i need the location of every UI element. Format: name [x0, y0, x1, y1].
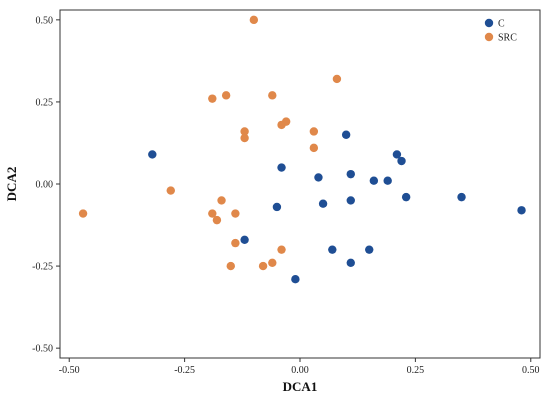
y-axis-title: DCA2	[4, 167, 19, 202]
point-c-18	[517, 206, 526, 215]
point-src-18	[277, 245, 286, 254]
x-tick-label: 0.50	[522, 365, 540, 376]
point-src-19	[226, 261, 235, 271]
legend-label-c: C	[498, 19, 505, 30]
y-tick-label: -0.25	[32, 262, 53, 273]
point-c-17	[457, 192, 466, 202]
point-src-6	[240, 133, 249, 143]
point-c-2	[277, 163, 286, 172]
point-src-8	[281, 117, 291, 126]
point-src-20	[258, 261, 268, 271]
y-tick-label: -0.50	[32, 344, 53, 355]
point-src-14	[208, 209, 217, 218]
point-c-9	[328, 245, 337, 254]
point-src-11	[166, 186, 175, 195]
point-c-15	[397, 156, 406, 166]
data-points	[78, 15, 526, 284]
point-src-21	[268, 258, 277, 267]
point-src-15	[212, 215, 222, 225]
point-c-1	[240, 235, 249, 245]
x-tick-label: 0.00	[291, 365, 309, 376]
point-src-12	[78, 209, 88, 218]
point-c-8	[318, 199, 328, 208]
point-c-13	[383, 176, 392, 185]
x-axis-title: DCA1	[283, 379, 318, 394]
x-tick-label: -0.25	[174, 365, 195, 376]
point-src-10	[309, 143, 319, 153]
point-src-13	[217, 196, 226, 205]
point-c-0	[148, 150, 157, 159]
point-c-16	[401, 192, 411, 202]
point-src-2	[208, 94, 217, 103]
point-src-17	[231, 238, 240, 248]
point-src-16	[231, 209, 240, 218]
point-src-9	[309, 127, 319, 136]
x-tick-label: -0.50	[59, 365, 80, 376]
point-src-1	[332, 74, 342, 84]
point-c-3	[272, 202, 282, 212]
legend-marker-c	[484, 18, 494, 28]
point-c-5	[341, 130, 351, 139]
legend: C SRC	[484, 18, 517, 44]
legend-label-src: SRC	[498, 33, 517, 44]
point-c-7	[346, 196, 355, 205]
x-tick-label: 0.25	[407, 365, 425, 376]
x-axis-ticks: -0.50 -0.25 0.00 0.25 0.50	[59, 358, 540, 376]
point-src-4	[268, 91, 277, 100]
y-tick-label: 0.25	[36, 97, 54, 108]
y-tick-label: 0.00	[36, 180, 54, 191]
point-c-10	[346, 258, 355, 267]
point-c-4	[314, 173, 323, 182]
point-src-5	[240, 127, 249, 136]
point-c-6	[346, 169, 355, 179]
y-axis-ticks: -0.50 -0.25 0.00 0.25 0.50	[32, 15, 60, 355]
point-c-12	[369, 176, 379, 185]
y-tick-label: 0.50	[36, 15, 54, 26]
point-c-19	[291, 275, 300, 284]
point-src-3	[221, 91, 231, 100]
point-c-14	[392, 150, 402, 159]
legend-marker-src	[484, 32, 494, 42]
point-src-0	[249, 15, 259, 25]
point-c-11	[365, 245, 374, 254]
